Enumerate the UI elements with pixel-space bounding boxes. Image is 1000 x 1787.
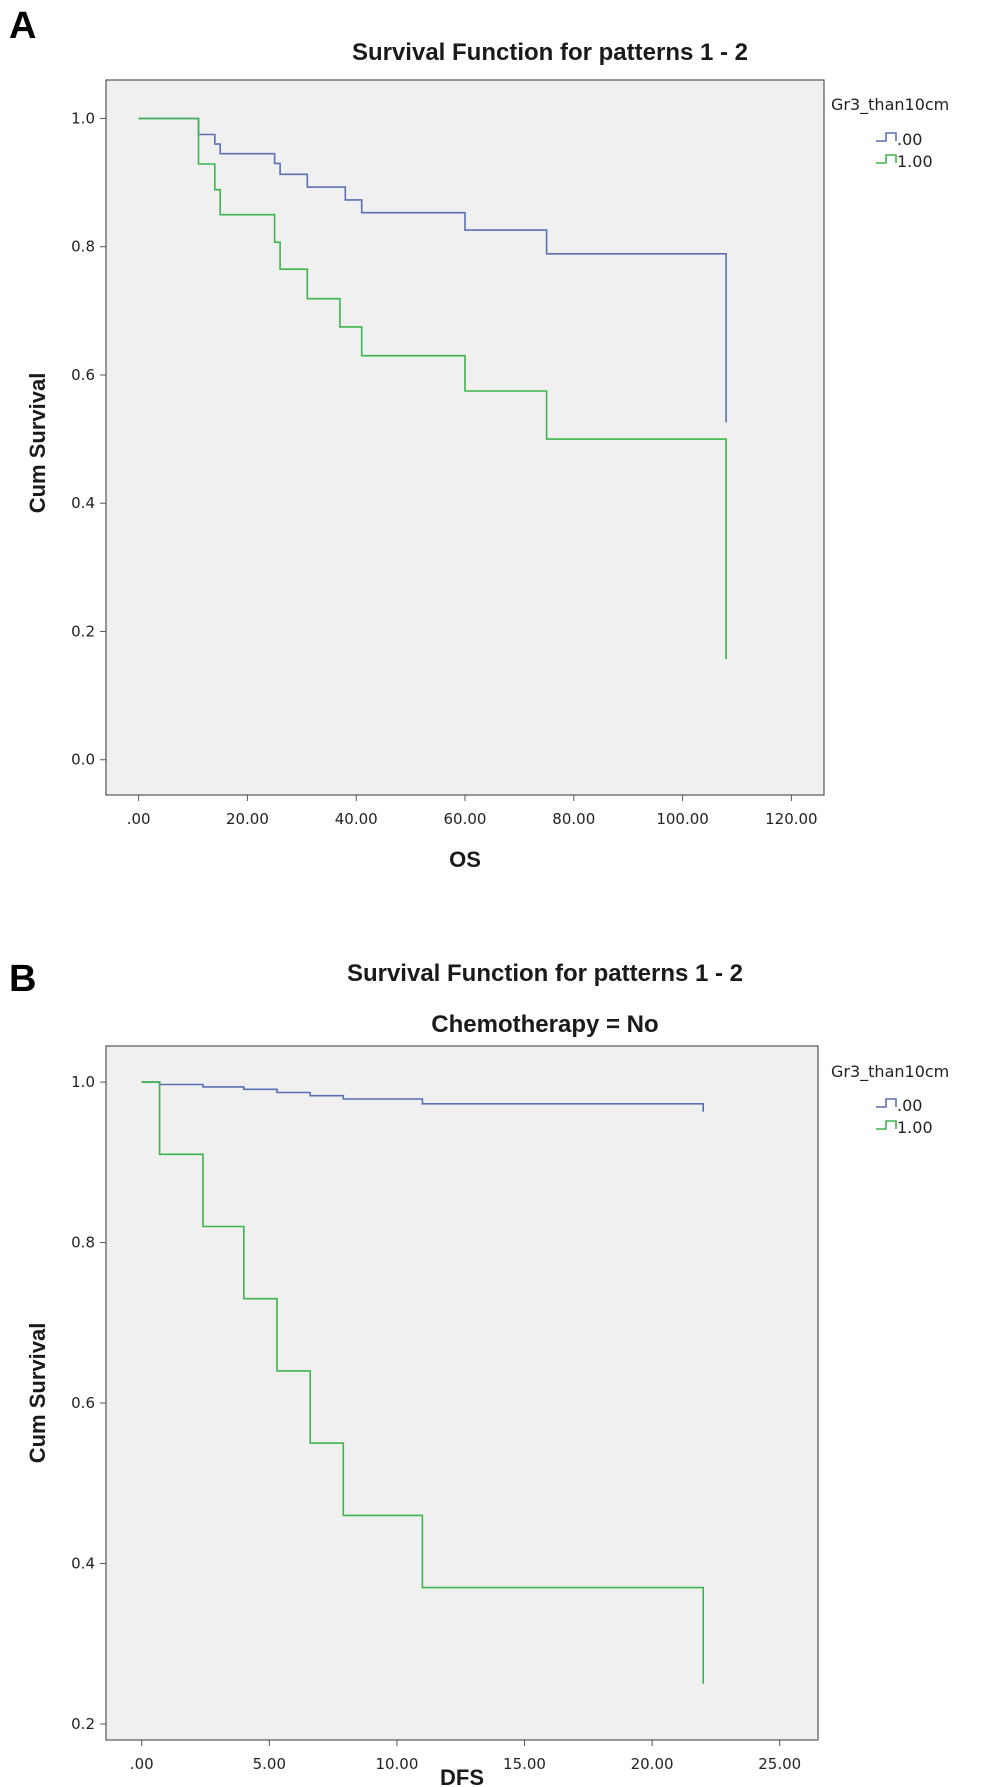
panel-a: A Survival Function for patterns 1 - 2 .…	[9, 5, 949, 872]
panel-b-y-tick-label: 0.2	[71, 1715, 95, 1733]
panel-a-y-tick-label: 1.0	[71, 109, 95, 127]
panel-a-x-tick-label: 120.00	[765, 810, 818, 828]
panel-b-letter: B	[9, 958, 36, 1000]
panel-a-y-tick-label: 0.4	[71, 494, 95, 512]
panel-b: B Survival Function for patterns 1 - 2 C…	[9, 958, 949, 1787]
panel-a-letter: A	[9, 5, 36, 47]
panel-b-y-axis-label: Cum Survival	[25, 1323, 50, 1464]
panel-a-legend-swatch	[876, 154, 897, 164]
panel-b-title: Survival Function for patterns 1 - 2	[347, 960, 743, 987]
panel-a-x-tick-label: 80.00	[552, 810, 595, 828]
panel-b-series-line-group-0	[141, 1081, 704, 1112]
panel-b-legend-label: .00	[897, 1096, 922, 1115]
panel-b-legend-label: 1.00	[897, 1118, 933, 1137]
panel-a-x-axis-label: OS	[449, 847, 481, 872]
panel-a-legend-title: Gr3_than10cm	[831, 95, 949, 115]
panel-a-legend-items: .00 1.00	[876, 130, 933, 171]
panel-b-y-tick-label: 1.0	[71, 1073, 95, 1091]
panel-a-y-tick-label: 0.6	[71, 366, 95, 384]
panel-a-legend-swatch	[876, 132, 897, 142]
panel-a-title: Survival Function for patterns 1 - 2	[352, 39, 748, 66]
panel-b-axes: .00 5.00 10.00 15.00 20.00 25.00 0.2 0.4 0.6 0.8 1…	[71, 1073, 801, 1773]
panel-b-legend: Gr3_than10cm .00 1.00	[831, 1062, 949, 1137]
panel-a-x-tick-label: 20.00	[226, 810, 269, 828]
panel-b-x-tick-label: 10.00	[375, 1755, 418, 1773]
panel-b-y-tick-label: 0.6	[71, 1394, 95, 1412]
panel-b-series-line-group-1	[141, 1081, 704, 1684]
panel-a-y-tick-label: 0.0	[71, 751, 95, 769]
panel-a-legend: Gr3_than10cm .00 1.00	[831, 95, 949, 171]
panel-b-x-tick-label: 20.00	[631, 1755, 674, 1773]
panel-a-x-tick-label: 60.00	[444, 810, 487, 828]
panel-a-y-axis-label: Cum Survival	[25, 373, 50, 514]
panel-b-legend-swatch	[876, 1120, 897, 1130]
panel-b-x-tick-label: 5.00	[253, 1755, 286, 1773]
panel-a-plot-area	[105, 79, 825, 796]
panel-b-x-tick-label: 25.00	[758, 1755, 801, 1773]
panel-b-legend-swatch	[876, 1098, 897, 1108]
panel-a-legend-label: .00	[897, 130, 922, 149]
panel-b-legend-items: .00 1.00	[876, 1096, 933, 1137]
panel-b-series	[141, 1081, 704, 1684]
panel-b-x-axis-label: DFS	[440, 1765, 484, 1787]
panel-a-x-tick-label: 100.00	[656, 810, 709, 828]
panel-a-series-line-group-0	[138, 117, 727, 423]
panel-b-y-tick-label: 0.4	[71, 1554, 95, 1572]
panel-a-x-tick-label: 40.00	[335, 810, 378, 828]
panel-a-axes: .00 20.00 40.00 60.00 80.00 100.00 120.00 0.0 0.…	[71, 109, 817, 828]
panel-a-y-tick-label: 0.8	[71, 238, 95, 256]
panel-b-legend-title: Gr3_than10cm	[831, 1062, 949, 1082]
panel-b-x-tick-label: .00	[130, 1755, 154, 1773]
panel-a-y-tick-label: 0.2	[71, 622, 95, 640]
panel-b-y-tick-label: 0.8	[71, 1234, 95, 1252]
panel-b-plot-area	[105, 1045, 819, 1741]
panel-a-series-line-group-1	[138, 117, 727, 660]
panel-b-subtitle: Chemotherapy = No	[431, 1011, 658, 1038]
panel-a-series	[138, 117, 727, 660]
panel-b-x-tick-label: 15.00	[503, 1755, 546, 1773]
panel-a-legend-label: 1.00	[897, 152, 933, 171]
panel-a-x-tick-label: .00	[127, 810, 151, 828]
